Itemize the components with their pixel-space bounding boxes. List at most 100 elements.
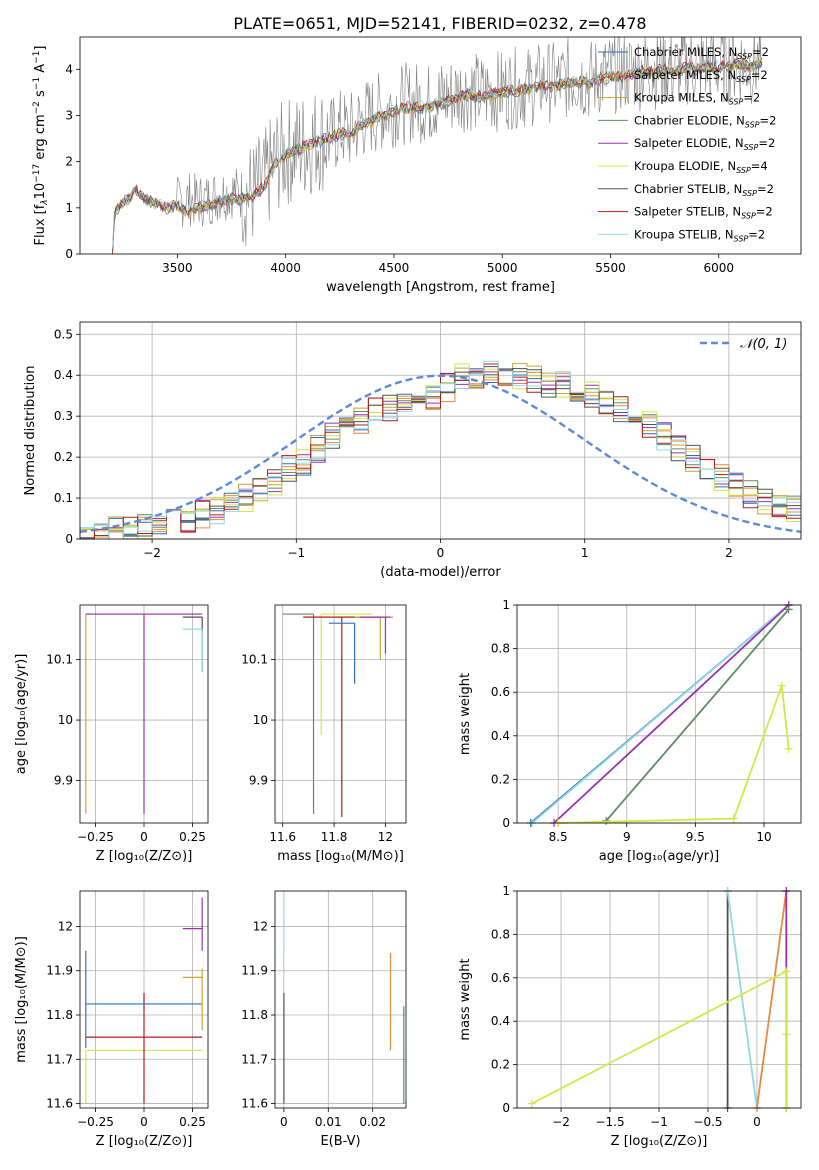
x-tick-label: 0.01 (315, 1115, 342, 1129)
x-tick-label: 6000 (703, 261, 734, 275)
x-tick-label: −0.5 (693, 1115, 722, 1129)
x-tick-label: 5000 (487, 261, 518, 275)
x-axis-label: age [log₁₀(age/yr)] (599, 849, 720, 864)
y-tick-label: 11.7 (46, 1052, 73, 1066)
age-vs-mass-plot: 11.6 11.8 12 9.9 10 10.1 mass [log₁₀(M/M⊙)] (241, 604, 407, 864)
legend-entry: Salpeter STELIB, NSSP=2 (634, 205, 773, 221)
x-axis-label: E(B-V) (320, 1134, 360, 1149)
mass-weight-line (756, 890, 788, 1109)
mass-weight-line (553, 604, 790, 824)
spectrum-lines (112, 37, 763, 254)
legend-entry: Chabrier ELODIE, NSSP=2 (634, 113, 776, 129)
mass-weight-line (531, 969, 788, 1108)
y-axis-label: mass [log₁₀(M/M⊙)] (14, 936, 29, 1063)
plot-frame (274, 604, 407, 824)
x-axis-label: Z [log₁₀(Z/Z⊙)] (96, 849, 193, 864)
y-tick-label: 1 (65, 201, 73, 215)
y-tick-label: 10.1 (46, 653, 73, 667)
y-axis-label: age [log₁₀(age/yr)] (14, 654, 29, 775)
plot-frame (516, 604, 802, 824)
point-marker (777, 681, 786, 690)
x-tick-label: 0 (140, 1115, 148, 1129)
y-axis-label: Flux [fλ10−17 erg cm−2 s−1 A−1] (32, 46, 50, 246)
x-tick-label: 0 (280, 1115, 288, 1129)
y-tick-label: 0.2 (491, 772, 510, 786)
y-tick-label: 10 (58, 713, 73, 727)
x-axis-label: wavelength [Angstrom, rest frame] (326, 280, 555, 295)
x-tick-label: 0 (753, 1115, 761, 1129)
y-axis-label: mass weight (458, 958, 473, 1040)
point-marker (784, 605, 793, 614)
x-tick-label: 10 (756, 830, 771, 844)
y-tick-label: 12 (58, 919, 73, 933)
x-tick-label: 4500 (379, 261, 410, 275)
y-axis-label: mass weight (458, 673, 473, 755)
y-tick-label: 1 (502, 598, 510, 612)
y-tick-label: 0.4 (491, 1014, 510, 1028)
y-tick-label: 0.6 (491, 971, 510, 985)
plot-frame (79, 321, 802, 540)
y-tick-label: 0.4 (491, 729, 510, 743)
y-tick-label: 0.3 (54, 409, 73, 423)
y-tick-label: 2 (65, 155, 73, 169)
x-tick-label: −2 (143, 546, 161, 560)
y-tick-label: 11.8 (241, 1008, 268, 1022)
plot-frame (79, 604, 209, 824)
legend-entry: Kroupa STELIB, NSSP=2 (634, 227, 765, 243)
x-tick-label: 0 (437, 546, 445, 560)
plot-frame (274, 890, 407, 1109)
y-tick-label: 11.8 (46, 1008, 73, 1022)
x-axis-label: (data-model)/error (380, 565, 501, 580)
y-tick-label: 3 (65, 108, 73, 122)
x-tick-label: 2 (725, 546, 733, 560)
y-tick-label: 0 (502, 816, 510, 830)
massweight-vs-age-plot: 8.5 9 9.5 10 0 0.2 0.4 0.6 0.8 1 age [log₁₀(age/yr… (458, 598, 802, 864)
y-tick-label: 10.1 (241, 653, 268, 667)
y-tick-label: 0.6 (491, 685, 510, 699)
x-tick-label: −0.25 (77, 830, 114, 844)
x-tick-label: 5500 (595, 261, 626, 275)
y-tick-label: 9.9 (54, 774, 73, 788)
y-tick-label: 11.6 (46, 1097, 73, 1111)
y-tick-label: 0 (65, 247, 73, 261)
legend-entry: Chabrier STELIB, NSSP=2 (634, 182, 774, 198)
y-tick-label: 0.4 (54, 368, 73, 382)
point-marker (729, 814, 738, 823)
y-tick-label: 0 (502, 1101, 510, 1115)
mass-vs-ebv-plot: 0 0.01 0.02 11.6 11.7 11.8 11.9 12 E(B-V) (241, 890, 407, 1149)
y-tick-label: 0.5 (54, 327, 73, 341)
age-vs-metallicity-plot: −0.25 0 0.25 9.9 10 10.1 Z [log₁₀(Z/Z⊙)] age [l… (14, 604, 209, 864)
x-tick-label: 12 (378, 830, 393, 844)
legend-entry: Salpeter MILES, NSSP=2 (634, 68, 768, 84)
x-tick-label: 9.5 (686, 830, 705, 844)
x-axis-label: mass [log₁₀(M/M⊙)] (277, 849, 404, 864)
figure-title: PLATE=0651, MJD=52141, FIBERID=0232, z=0… (233, 14, 646, 33)
mass-vs-metallicity-plot: −0.25 0 0.25 11.6 11.7 11.8 11.9 12 Z [log₁₀(Z/Z… (14, 890, 209, 1149)
x-tick-label: 3500 (162, 261, 193, 275)
point-marker (602, 816, 611, 825)
x-tick-label: 9 (623, 830, 631, 844)
x-tick-label: −1 (287, 546, 305, 560)
spectrum-legend: Chabrier MILES, NSSP=2 Salpeter MILES, NS… (598, 45, 776, 243)
y-tick-label: 0.8 (491, 927, 510, 941)
y-tick-label: 1 (502, 884, 510, 898)
plot-frame (516, 890, 802, 1109)
plot-frame (79, 36, 802, 255)
residuals-histogram: −2 −1 0 1 2 0 0.1 0.2 0.3 0.4 0.5 𝒩(0, 1) (data-mode… (23, 321, 802, 580)
x-tick-label: −0.25 (77, 1115, 114, 1129)
y-tick-label: 12 (253, 919, 268, 933)
mass-weight-line (726, 890, 758, 1109)
x-tick-label: 1 (581, 546, 589, 560)
x-axis-label: Z [log₁₀(Z/Z⊙)] (611, 1134, 708, 1149)
y-tick-label: 0.1 (54, 491, 73, 505)
legend-entry: Kroupa MILES, NSSP=2 (634, 91, 760, 107)
point-marker (782, 967, 791, 976)
legend-entry: Salpeter ELODIE, NSSP=2 (634, 136, 775, 152)
y-axis-label: Normed distribution (23, 366, 38, 496)
x-tick-label: 0.25 (179, 830, 206, 844)
x-tick-label: 0 (140, 830, 148, 844)
x-tick-label: 0.25 (179, 1115, 206, 1129)
mass-weight-line (605, 608, 790, 822)
y-tick-label: 0.2 (491, 1058, 510, 1072)
plot-frame (79, 890, 209, 1109)
